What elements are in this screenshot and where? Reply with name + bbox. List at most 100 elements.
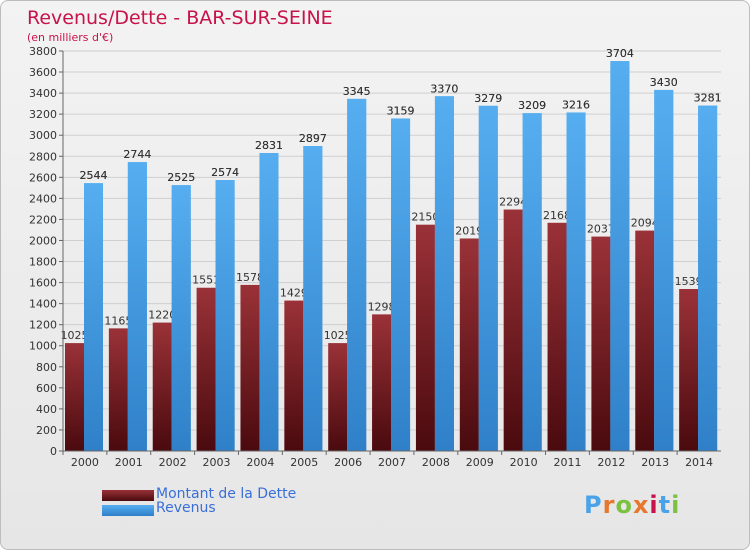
value-label-revenus-top: 2574	[211, 166, 239, 179]
y-tick-label: 600	[36, 382, 57, 395]
y-tick-label: 3600	[29, 66, 57, 79]
value-label-dette: 1298	[368, 300, 396, 313]
bar-revenus-overlay	[522, 113, 542, 452]
value-label-revenus-top: 3704	[606, 47, 634, 60]
x-tick-label: 2013	[641, 456, 669, 469]
bar-dette	[547, 222, 567, 451]
value-label-revenus: 3216	[562, 98, 590, 111]
bar-dette	[240, 284, 260, 451]
x-tick-label: 2014	[685, 456, 713, 469]
y-tick-label: 3400	[29, 87, 57, 100]
bar-revenus-overlay	[215, 180, 235, 452]
value-label-dette: 1429	[280, 287, 308, 300]
y-tick-label: 2000	[29, 234, 57, 247]
y-tick-label: 1600	[29, 277, 57, 290]
value-label-revenus: 2897	[299, 132, 327, 145]
y-tick-label: 3800	[29, 45, 57, 58]
proxiti-logo: Proxiti	[584, 491, 680, 519]
value-label-revenus-top: 2544	[80, 169, 108, 182]
x-tick-label: 2008	[422, 456, 450, 469]
value-label-dette: 2294	[499, 196, 527, 209]
value-label-revenus-top: 3281	[694, 92, 722, 105]
logo-letter: r	[602, 491, 616, 519]
x-tick-label: 2009	[466, 456, 494, 469]
value-label-revenus-top: 3209	[518, 99, 546, 112]
value-label-revenus-top: 2525	[167, 171, 195, 184]
value-label-revenus: 3209	[518, 99, 546, 112]
bar-revenus-overlay	[566, 112, 586, 451]
value-label-revenus: 3704	[606, 47, 634, 60]
bar-revenus-overlay	[127, 162, 147, 451]
bar-dette	[65, 343, 84, 451]
bar-revenus-overlay	[478, 105, 498, 451]
bar-revenus-overlay	[434, 96, 454, 452]
value-label-dette: 1025	[324, 329, 352, 342]
value-label-revenus: 3345	[343, 85, 371, 98]
x-tick-label: 2011	[553, 456, 581, 469]
logo-letter: P	[584, 491, 603, 519]
value-label-dette: 2037	[587, 223, 615, 236]
value-labels: 1025 2544 1165 2744 1220 2525 1551 2574 1578 2831…	[61, 47, 722, 452]
value-label-revenus: 3281	[694, 92, 722, 105]
x-tick-label: 2002	[159, 456, 187, 469]
y-tick-label: 1800	[29, 256, 57, 269]
value-label-dette: 2019	[455, 224, 483, 237]
bar-dette	[635, 230, 655, 451]
bar-revenus-overlay	[303, 146, 323, 452]
value-label-revenus-top: 3430	[650, 76, 678, 89]
bar-dette	[152, 322, 172, 451]
bar-revenus-overlay	[347, 98, 367, 451]
bar-revenus-overlay	[391, 118, 411, 451]
bar-dette	[503, 209, 523, 451]
bar-dette	[196, 287, 216, 451]
value-label-revenus-top: 3216	[562, 98, 590, 111]
value-label-dette: 1220	[148, 309, 176, 322]
value-label-dette: 2168	[543, 209, 571, 222]
value-label-revenus: 3159	[387, 104, 415, 117]
legend-swatch-revenus	[102, 505, 154, 516]
value-label-revenus: 2831	[255, 139, 283, 152]
y-tick-label: 2600	[29, 171, 57, 184]
value-label-revenus: 2525	[167, 171, 195, 184]
value-label-dette: 2150	[411, 211, 439, 224]
value-label-dette: 1165	[104, 314, 132, 327]
bar-dette	[459, 238, 479, 451]
logo-letter: t	[658, 491, 672, 519]
y-tick-label: 2400	[29, 192, 57, 205]
value-label-revenus: 2744	[123, 148, 151, 161]
y-tick-label: 800	[36, 361, 57, 374]
x-tick-label: 2001	[115, 456, 143, 469]
y-tick-label: 3200	[29, 108, 57, 121]
value-label-revenus-top: 2897	[299, 132, 327, 145]
bar-dette	[284, 300, 304, 451]
value-label-dette: 1025	[61, 329, 89, 342]
bar-revenus-overlay	[610, 61, 630, 452]
logo-letter: i	[671, 491, 681, 519]
x-tick-label: 2000	[71, 456, 99, 469]
value-label-revenus: 3370	[430, 82, 458, 95]
y-tick-label: 3000	[29, 129, 57, 142]
bar-dette	[108, 328, 128, 451]
logo-letter: o	[615, 491, 633, 519]
bar-revenus-overlay	[171, 185, 191, 452]
x-tick-label: 2010	[510, 456, 538, 469]
bar-revenus-overlay	[654, 89, 674, 452]
legend-label-revenus: Revenus	[156, 500, 216, 516]
value-label-revenus: 3279	[474, 92, 502, 105]
value-label-revenus-top: 2744	[123, 148, 151, 161]
value-label-revenus-top: 3345	[343, 85, 371, 98]
value-label-revenus-top: 3279	[474, 92, 502, 105]
bar-revenus-overlay	[698, 105, 718, 451]
y-tick-label: 1200	[29, 319, 57, 332]
x-tick-label: 2004	[246, 456, 274, 469]
x-tick-label: 2003	[203, 456, 231, 469]
logo-letter: i	[649, 491, 659, 519]
x-tick-label: 2006	[334, 456, 362, 469]
y-tick-label: 200	[36, 424, 57, 437]
y-tick-label: 400	[36, 403, 57, 416]
value-label-revenus-top: 3370	[430, 82, 458, 95]
value-label-revenus-top: 2831	[255, 139, 283, 152]
value-label-revenus: 3430	[650, 76, 678, 89]
